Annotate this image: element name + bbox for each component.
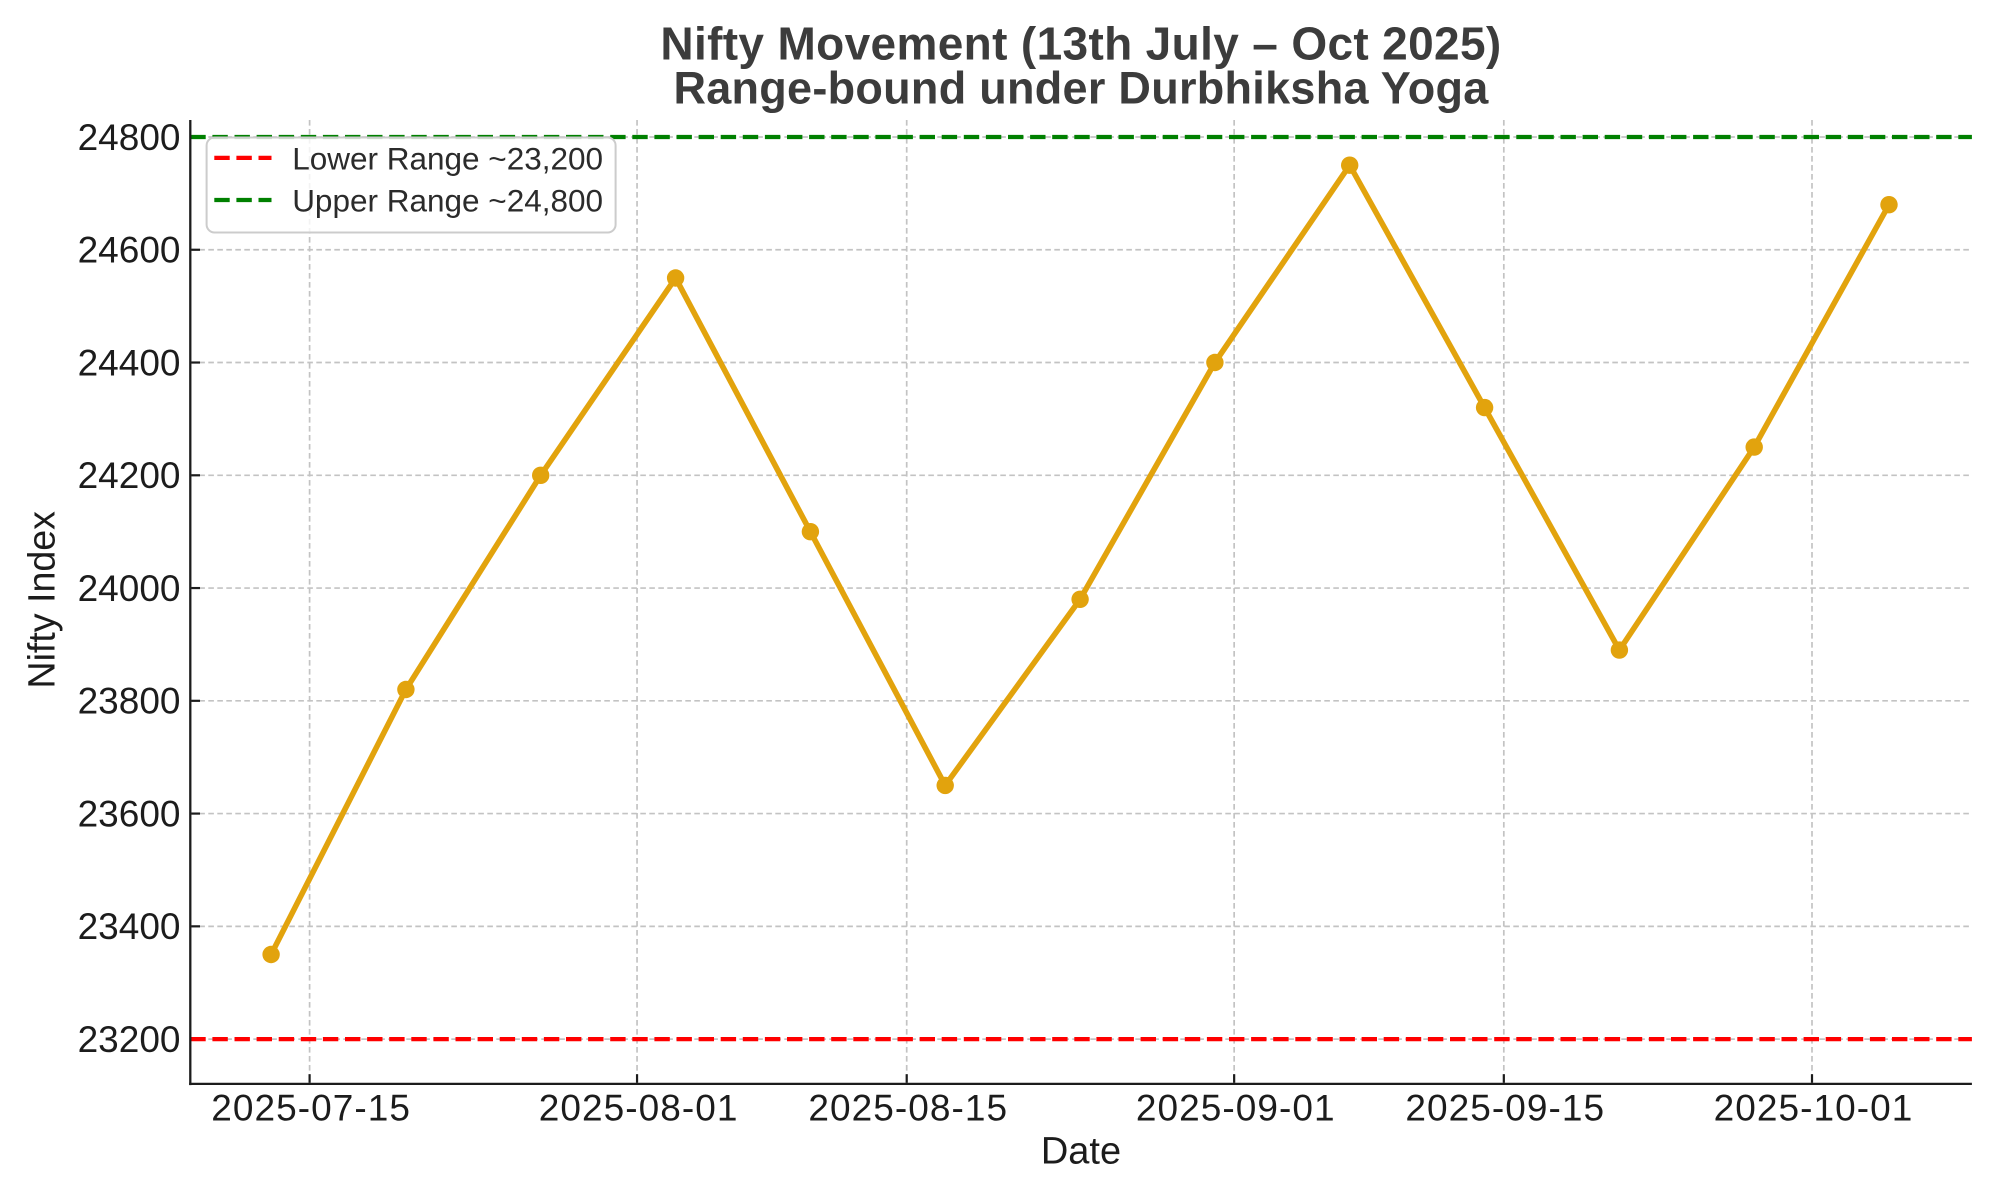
svg-text:2025-08-01: 2025-08-01	[539, 1087, 739, 1128]
svg-text:24000: 24000	[78, 568, 181, 609]
svg-text:2025-07-15: 2025-07-15	[211, 1087, 411, 1128]
svg-text:23800: 23800	[78, 681, 181, 722]
svg-text:Date: Date	[1041, 1131, 1121, 1173]
svg-text:2025-09-15: 2025-09-15	[1405, 1087, 1605, 1128]
svg-text:Lower Range ~23,200: Lower Range ~23,200	[292, 140, 603, 176]
svg-text:2025-08-15: 2025-08-15	[808, 1087, 1008, 1128]
svg-text:Nifty Movement (13th July – Oc: Nifty Movement (13th July – Oct 2025)	[660, 18, 1501, 70]
svg-text:23600: 23600	[78, 793, 181, 834]
svg-text:24400: 24400	[78, 342, 181, 383]
svg-text:Upper Range ~24,800: Upper Range ~24,800	[292, 182, 603, 218]
svg-text:24600: 24600	[78, 230, 181, 271]
svg-text:2025-09-01: 2025-09-01	[1136, 1087, 1336, 1128]
svg-text:Nifty Index: Nifty Index	[21, 511, 63, 689]
svg-text:2025-10-01: 2025-10-01	[1714, 1087, 1914, 1128]
svg-text:23400: 23400	[78, 906, 181, 947]
svg-text:24200: 24200	[78, 455, 181, 496]
svg-text:23200: 23200	[78, 1019, 181, 1060]
svg-text:24800: 24800	[78, 117, 181, 158]
svg-text:Range-bound under Durbhiksha Y: Range-bound under Durbhiksha Yoga	[673, 63, 1489, 114]
